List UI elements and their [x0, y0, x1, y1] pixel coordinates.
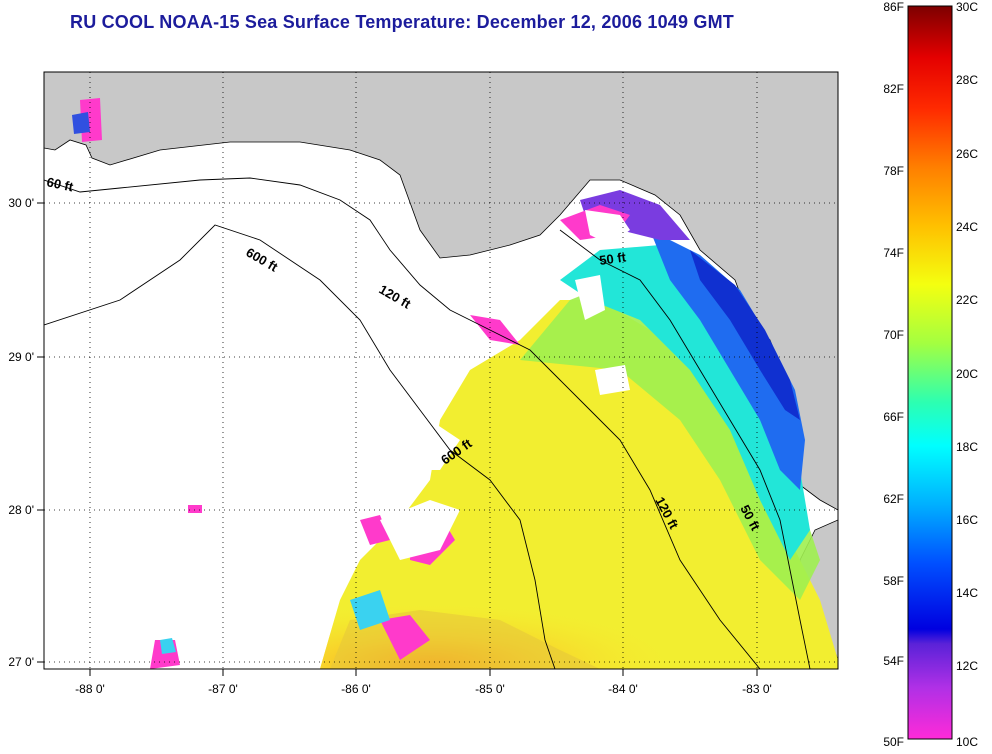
scale-label-f: 50F — [883, 735, 904, 749]
color-scale-bar — [907, 5, 953, 740]
scale-label-c: 20C — [956, 367, 978, 381]
scale-label-c: 30C — [956, 0, 978, 14]
scale-label-c: 24C — [956, 220, 978, 234]
longitude-labels: -88 0' -87 0' -86 0' -85 0' -84 0' -83 0… — [75, 682, 772, 696]
lon-tick-label: -84 0' — [608, 682, 638, 696]
sst-field — [72, 98, 838, 669]
scale-label-f: 66F — [883, 410, 904, 424]
map-border — [43, 71, 839, 670]
contour-label: 60 ft — [45, 174, 75, 194]
scale-label-c: 14C — [956, 586, 978, 600]
scale-label-f: 78F — [883, 164, 904, 178]
scale-label-c: 12C — [956, 659, 978, 673]
colorbar-f-labels: 86F 82F 78F 74F 70F 66F 62F 58F 54F 50F — [883, 0, 904, 749]
scale-label-c: 18C — [956, 440, 978, 454]
scale-label-c: 22C — [956, 293, 978, 307]
contour-label: 50 ft — [598, 249, 627, 268]
colorbar-c-labels: 30C 28C 26C 24C 22C 20C 18C 16C 14C 12C … — [956, 0, 978, 749]
scale-label-f: 62F — [883, 492, 904, 506]
scale-label-f: 86F — [883, 0, 904, 14]
scale-label-f: 82F — [883, 82, 904, 96]
scale-label-f: 74F — [883, 246, 904, 260]
scale-label-c: 26C — [956, 147, 978, 161]
lon-tick-label: -86 0' — [341, 682, 371, 696]
lat-tick-label: 27 0' — [8, 655, 34, 669]
lon-tick-label: -85 0' — [475, 682, 505, 696]
map-ticks — [37, 202, 758, 676]
scale-label-c: 28C — [956, 73, 978, 87]
scale-label-f: 58F — [883, 574, 904, 588]
scale-label-c: 16C — [956, 513, 978, 527]
scale-label-c: 10C — [956, 735, 978, 749]
bathymetry-contours — [44, 177, 811, 669]
scale-label-f: 70F — [883, 328, 904, 342]
map-title: RU COOL NOAA-15 Sea Surface Temperature:… — [70, 12, 734, 32]
lon-tick-label: -83 0' — [742, 682, 772, 696]
latitude-labels: 30 0' 29 0' 28 0' 27 0' — [8, 196, 34, 669]
lat-tick-label: 28 0' — [8, 503, 34, 517]
lon-tick-label: -87 0' — [208, 682, 238, 696]
lon-tick-label: -88 0' — [75, 682, 105, 696]
lat-tick-label: 30 0' — [8, 196, 34, 210]
scale-label-f: 54F — [883, 654, 904, 668]
lat-tick-label: 29 0' — [8, 350, 34, 364]
